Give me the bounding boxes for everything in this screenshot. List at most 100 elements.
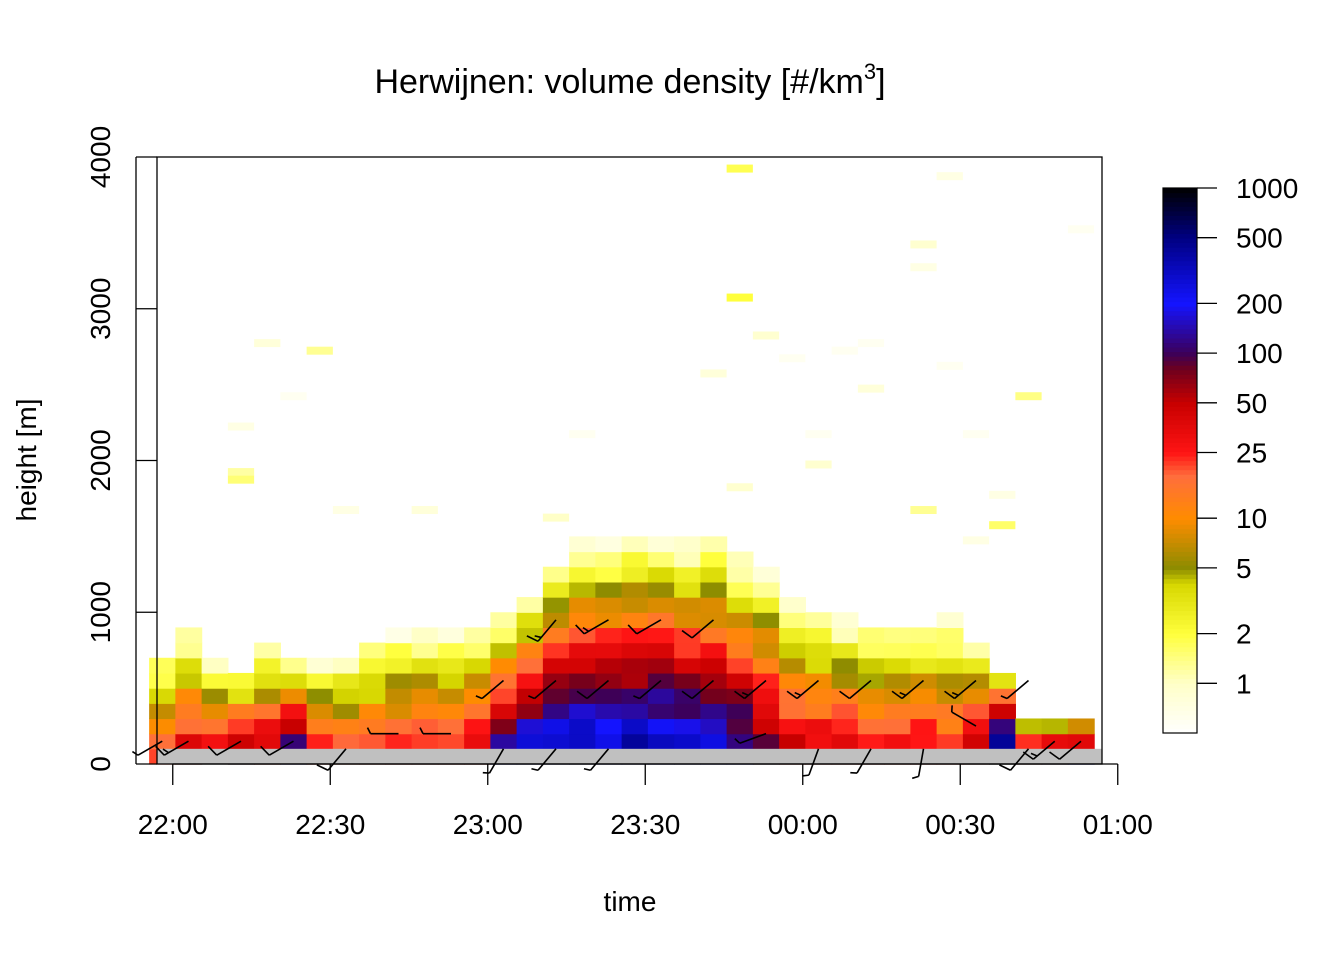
wind-barb-flag — [475, 695, 483, 700]
density-cell — [726, 597, 754, 613]
density-cell — [306, 733, 334, 750]
density-cell — [464, 703, 491, 720]
density-cell — [989, 733, 1016, 750]
density-cell — [437, 703, 465, 720]
colorbar-segment — [1163, 360, 1197, 366]
density-cell — [752, 718, 780, 735]
colorbar-segment — [1163, 206, 1197, 212]
colorbar-segment — [1163, 551, 1197, 557]
density-cell — [411, 627, 439, 644]
density-cell — [962, 536, 990, 545]
colorbar-segment — [1163, 564, 1197, 571]
density-cell — [411, 672, 439, 689]
density-cell — [989, 490, 1016, 499]
wind-barb-flag — [528, 695, 535, 700]
density-cell — [647, 566, 675, 583]
density-cell — [779, 718, 806, 735]
x-tick-label: 22:30 — [295, 809, 365, 840]
density-cell — [1041, 718, 1069, 735]
wind-barb-flag — [366, 727, 372, 735]
colorbar-segment — [1163, 492, 1197, 498]
wind-barb — [528, 679, 557, 700]
wind-barb-flag — [534, 635, 542, 639]
density-cell — [621, 657, 649, 674]
colorbar-tick-label: 1000 — [1236, 173, 1298, 204]
density-cell — [490, 672, 518, 689]
colorbar-segment — [1163, 247, 1197, 253]
density-cell — [542, 688, 570, 704]
density-cell — [910, 672, 938, 689]
density-cell — [254, 718, 281, 735]
density-cell — [149, 718, 176, 735]
density-cell — [385, 733, 413, 750]
density-cell — [569, 551, 596, 568]
density-cell — [752, 331, 780, 340]
density-cell — [700, 597, 728, 613]
density-cell — [542, 657, 570, 674]
density-cell — [569, 581, 596, 598]
density-cell — [385, 657, 413, 674]
density-cell — [437, 672, 465, 689]
density-cell — [595, 566, 623, 583]
density-cell — [385, 718, 413, 735]
density-cell — [726, 551, 754, 568]
density-cell — [227, 703, 255, 720]
density-cell — [674, 718, 701, 735]
density-cell — [805, 460, 832, 469]
density-cell — [280, 672, 308, 689]
density-cell — [857, 703, 885, 720]
wind-barb — [475, 679, 505, 700]
density-cell — [227, 422, 255, 431]
density-cell — [700, 627, 728, 644]
density-cell — [569, 703, 596, 720]
density-cell — [621, 642, 649, 659]
colorbar-segment — [1163, 605, 1197, 611]
density-cell — [936, 172, 963, 181]
density-cell — [175, 718, 203, 735]
wind-barb — [526, 619, 557, 643]
colorbar-segment — [1163, 624, 1197, 630]
density-cell — [437, 627, 465, 644]
colorbar-segment — [1163, 537, 1197, 543]
density-cell — [227, 688, 255, 704]
density-cell — [910, 506, 937, 515]
colorbar-tick-label: 100 — [1236, 338, 1283, 369]
wind-barb-staff — [951, 711, 977, 727]
density-cell — [621, 566, 649, 583]
colorbar-tick-label: 500 — [1236, 223, 1283, 254]
density-cell — [989, 703, 1016, 720]
density-cell — [516, 642, 544, 659]
colorbar-segment — [1163, 483, 1197, 489]
density-cell — [306, 346, 333, 355]
wind-barb — [1049, 740, 1082, 760]
density-cell — [884, 703, 911, 720]
colorbar-segment — [1163, 351, 1197, 357]
density-cell — [542, 566, 570, 583]
colorbar-tick-label: 1 — [1236, 668, 1252, 699]
density-cell — [516, 612, 544, 629]
colorbar-segment — [1163, 587, 1197, 593]
density-cell — [306, 703, 334, 720]
density-cell — [437, 642, 465, 659]
density-cell — [490, 703, 518, 720]
colorbar-segment — [1163, 455, 1197, 462]
colorbar-segment — [1163, 474, 1197, 480]
density-cell — [647, 657, 675, 674]
density-cell — [1067, 225, 1095, 234]
density-cell — [726, 612, 754, 629]
x-tick-label: 00:30 — [925, 809, 995, 840]
wind-barb-flag — [576, 690, 588, 700]
colorbar-segment — [1163, 610, 1197, 616]
density-cell — [884, 642, 911, 659]
density-cell — [726, 483, 753, 492]
wind-barb — [260, 740, 294, 756]
wind-barb-staff — [586, 679, 610, 700]
colorbar-segment — [1163, 210, 1197, 216]
colorbar-segment — [1163, 601, 1197, 607]
colorbar-segment — [1163, 424, 1197, 430]
density-cell — [647, 733, 675, 750]
density-cell — [752, 657, 780, 674]
colorbar-segment — [1163, 524, 1197, 530]
colorbar-segment — [1163, 510, 1197, 516]
colorbar-segment — [1163, 415, 1197, 421]
